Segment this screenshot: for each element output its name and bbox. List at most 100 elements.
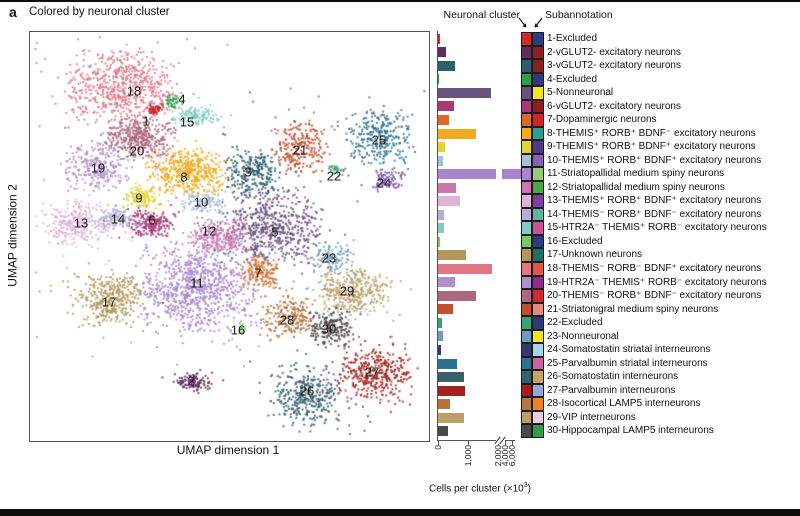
- cluster-label-27: 27: [364, 364, 380, 380]
- legend-item-label-4: 4-Excluded: [547, 73, 598, 85]
- legend-swatch-subannotation-28: [531, 397, 544, 411]
- legend-swatch-cluster-25: [520, 356, 532, 371]
- legend-item-label-5: 5-Nonneuronal: [547, 87, 614, 99]
- legend-swatch-subannotation-4: [531, 72, 544, 87]
- x-tick-label: 1,000: [463, 445, 473, 467]
- legend-swatch-cluster-15: [520, 221, 532, 235]
- cluster-label-17: 17: [101, 294, 117, 310]
- bar-chart-header: Neuronal cluster: [443, 9, 520, 21]
- bar-cluster-12: [438, 182, 456, 193]
- cluster-label-18: 18: [126, 83, 142, 99]
- cluster-label-8: 8: [180, 169, 188, 185]
- legend-swatch-subannotation-1: [531, 32, 544, 46]
- legend-swatch-cluster-5: [520, 86, 532, 100]
- cluster-label-7: 7: [254, 265, 262, 281]
- panel-label: a: [9, 4, 17, 20]
- cluster-label-21: 21: [292, 142, 308, 158]
- cluster-label-11: 11: [190, 275, 204, 291]
- bar-cluster-14: [438, 209, 444, 220]
- bar-cluster-3: [438, 60, 456, 71]
- legend-item-label-2: 2-vGLUT2- excitatory neurons: [547, 46, 681, 58]
- legend-item-label-11: 11-Striatopallidal medium spiny neurons: [547, 168, 725, 180]
- bar-cluster-23: [438, 331, 444, 342]
- cluster-label-6: 6: [148, 212, 156, 228]
- legend-item-label-13: 13-THEMIS⁺ RORB⁺ BDNF⁺ excitatory neuron…: [547, 195, 762, 207]
- bar-cluster-22: [438, 317, 442, 328]
- legend-item-label-7: 7-Dopaminergic neurons: [547, 114, 657, 126]
- legend-swatch-cluster-3: [520, 59, 532, 73]
- legend-swatch-cluster-7: [520, 113, 532, 127]
- bar-cluster-18: [438, 263, 492, 274]
- legend-swatch-subannotation-13: [531, 194, 544, 208]
- umap-plot-box: 1 2 3 4 5 6 7 8 9 10 11 12 13 14 15 16 17 18 19 20 21 22 23 24 2…: [29, 31, 430, 442]
- cluster-label-14: 14: [110, 211, 126, 227]
- legend-swatch-subannotation-27: [531, 383, 544, 398]
- legend-swatch-cluster-20: [520, 289, 532, 303]
- legend-item-label-12: 12-Striatopallidal medium spiny neurons: [547, 181, 725, 193]
- legend-item-label-22: 22-Excluded: [547, 317, 603, 329]
- legend-swatch-subannotation-17: [531, 248, 544, 262]
- legend-swatch-cluster-26: [520, 370, 532, 384]
- cluster-label-4: 4: [178, 91, 186, 107]
- cluster-label-1: 1: [142, 113, 150, 129]
- bar-cluster-11: [502, 169, 523, 180]
- legend-swatch-subannotation-25: [531, 356, 544, 371]
- legend-swatch-subannotation-16: [531, 234, 544, 249]
- legend-swatch-subannotation-30: [531, 424, 544, 438]
- bar-cluster-11: [438, 169, 496, 180]
- cluster-label-28: 28: [279, 312, 295, 328]
- bar-cluster-19: [438, 277, 456, 288]
- cluster-label-26: 26: [299, 383, 315, 399]
- bar-chart-x-label: Cells per cluster (×103): [428, 482, 531, 495]
- x-tick: [512, 441, 513, 445]
- bar-cluster-27: [438, 385, 466, 396]
- cluster-label-12: 12: [201, 223, 217, 239]
- bar-cluster-2: [438, 47, 447, 58]
- legend-item-label-26: 26-Somatostatin interneurons: [547, 371, 679, 383]
- umap-scatter-canvas: [30, 32, 429, 441]
- legend-swatch-cluster-19: [520, 275, 532, 290]
- legend-swatch-subannotation-19: [531, 275, 544, 290]
- legend-swatch-subannotation-10: [531, 153, 544, 168]
- legend-swatch-cluster-24: [520, 343, 532, 357]
- legend-swatch-subannotation-11: [531, 167, 544, 181]
- cluster-label-24: 24: [376, 175, 392, 191]
- legend-swatch-cluster-13: [520, 194, 532, 208]
- legend-swatch-subannotation-14: [531, 207, 544, 222]
- arrow-down-right-icon: [518, 17, 527, 28]
- legend-swatch-cluster-18: [520, 262, 532, 276]
- bar-cluster-26: [438, 372, 465, 382]
- legend-swatch-cluster-9: [520, 140, 532, 154]
- x-tick: [468, 441, 469, 445]
- legend-swatch-cluster-22: [520, 316, 532, 330]
- arrow-down-left-icon: [534, 17, 543, 28]
- legend-swatch-subannotation-3: [531, 59, 544, 73]
- bar-chart-x-axis-line: [437, 440, 515, 441]
- legend-item-label-6: 6-vGLUT2- excitatory neurons: [547, 100, 681, 112]
- legend-swatch-cluster-4: [520, 72, 532, 87]
- top-border: [0, 0, 800, 2]
- umap-x-axis-label: UMAP dimension 1: [176, 443, 280, 457]
- superscript-3: 3: [523, 482, 528, 489]
- legend-item-label-9: 9-THEMIS⁺ RORB⁺ BDNF⁺ excitatory neurons: [547, 141, 756, 153]
- cluster-label-5: 5: [271, 224, 279, 240]
- cluster-label-25: 25: [371, 132, 387, 148]
- cluster-label-22: 22: [326, 168, 342, 184]
- x-tick-label: 0: [433, 445, 443, 450]
- cluster-label-29: 29: [339, 283, 355, 299]
- legend-swatch-cluster-21: [520, 302, 532, 317]
- legend-item-label-28: 28-Isocortical LAMP5 interneurons: [547, 398, 701, 410]
- legend-swatch-cluster-29: [520, 410, 532, 425]
- legend-item-label-17: 17-Unknown neurons: [547, 249, 643, 261]
- legend-swatch-cluster-11: [520, 167, 532, 181]
- cluster-label-30: 30: [321, 321, 337, 337]
- bar-cluster-25: [438, 358, 458, 369]
- legend-swatch-subannotation-5: [531, 86, 544, 100]
- legend-swatch-cluster-12: [520, 180, 532, 195]
- legend-swatch-subannotation-21: [531, 302, 544, 317]
- umap-title: Colored by neuronal cluster: [29, 6, 170, 18]
- legend-swatch-subannotation-2: [531, 45, 544, 60]
- legend-swatch-subannotation-6: [531, 99, 544, 114]
- legend-swatch-cluster-1: [520, 32, 532, 46]
- bottom-border: [0, 509, 800, 516]
